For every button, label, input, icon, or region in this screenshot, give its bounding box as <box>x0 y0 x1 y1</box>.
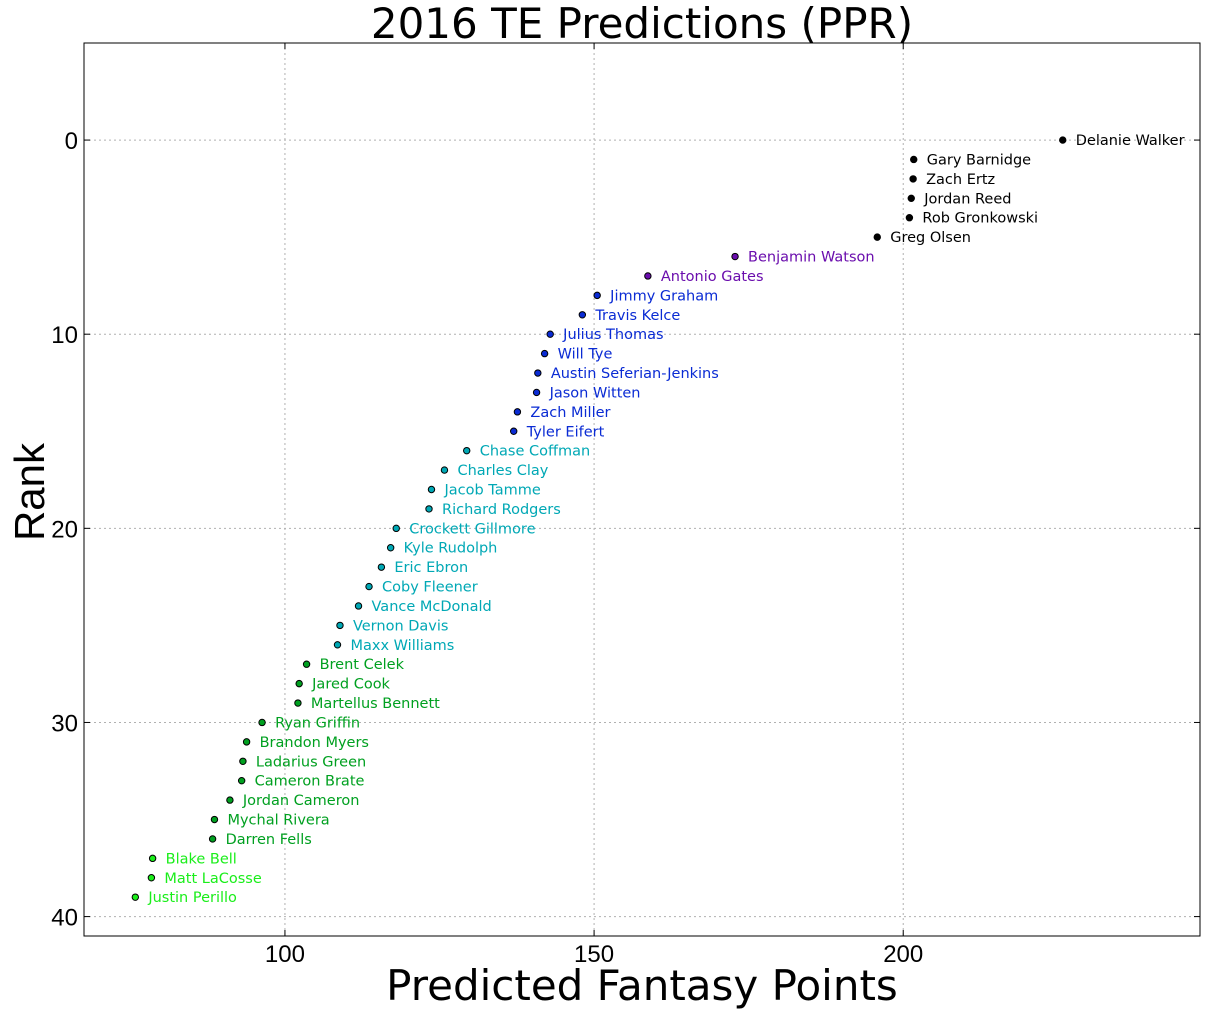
y-tick-label: 10 <box>51 322 78 349</box>
data-point <box>907 194 915 203</box>
point-labels: Delanie Walker Gary Barnidge Zach Ertz Jord… <box>147 133 1184 906</box>
point-label: Maxx Williams <box>350 638 454 654</box>
data-point <box>593 291 601 300</box>
data-point <box>295 679 303 688</box>
point-label: Tyler Eifert <box>526 424 605 440</box>
point-label: Brent Celek <box>320 657 405 673</box>
data-point <box>731 252 739 261</box>
point-label: Ryan Griffin <box>275 715 360 731</box>
point-label: Austin Seferian-Jenkins <box>551 366 719 382</box>
data-point <box>873 233 881 241</box>
point-label: Zach Miller <box>530 405 610 421</box>
point-label: Zach Ertz <box>926 172 995 188</box>
y-tick-label: 30 <box>51 710 78 737</box>
data-point <box>302 660 311 668</box>
data-point <box>239 757 247 765</box>
point-label: Charles Clay <box>457 463 548 479</box>
point-label: Delanie Walker <box>1076 133 1185 149</box>
data-point <box>532 388 541 397</box>
data-point <box>1059 136 1067 144</box>
plot-frame <box>83 42 1201 937</box>
data-point <box>513 408 522 416</box>
point-label: Julius Thomas <box>562 327 663 343</box>
point-label: Mychal Rivera <box>227 813 329 829</box>
data-point <box>578 311 587 319</box>
data-point <box>909 175 917 183</box>
point-label: Eric Ebron <box>394 560 468 576</box>
point-label: Travis Kelce <box>594 308 680 324</box>
point-label: Greg Olsen <box>890 230 971 246</box>
data-point <box>148 854 157 863</box>
point-label: Vernon Davis <box>353 618 449 634</box>
point-label: Martellus Bennett <box>311 696 440 712</box>
x-tick-label: 100 <box>265 941 305 968</box>
point-label: Jordan Reed <box>923 191 1011 207</box>
grid <box>84 43 1200 936</box>
point-label: Brandon Myers <box>260 735 369 751</box>
point-label: Matt LaCosse <box>164 871 261 887</box>
y-axis-label: Rank <box>6 442 53 541</box>
point-label: Rob Gronkowski <box>922 211 1038 227</box>
point-label: Chase Coffman <box>480 444 590 460</box>
data-point <box>131 893 140 901</box>
data-point <box>510 427 518 435</box>
point-label: Ladarius Green <box>256 754 366 770</box>
data-point <box>258 718 266 727</box>
point-label: Blake Bell <box>166 851 237 867</box>
data-point <box>294 699 302 707</box>
data-point <box>336 621 344 630</box>
point-label: Antonio Gates <box>661 269 764 285</box>
axis-ticks: 100 150 200 0 10 20 30 40 <box>51 43 1200 968</box>
point-label: Cameron Brate <box>255 774 365 790</box>
point-label: Darren Fells <box>226 832 312 848</box>
x-axis-label: Predicted Fantasy Points <box>386 961 898 1010</box>
data-point <box>392 524 400 533</box>
point-label: Jordan Cameron <box>242 793 360 809</box>
data-point <box>644 272 652 280</box>
point-label: Jimmy Graham <box>609 288 718 304</box>
point-label: Justin Perillo <box>147 890 237 906</box>
point-label: Gary Barnidge <box>927 152 1031 168</box>
data-point <box>237 776 246 785</box>
point-label: Jared Cook <box>311 677 390 693</box>
data-point <box>365 582 373 591</box>
y-tick-label: 0 <box>65 128 78 155</box>
data-point <box>905 214 914 222</box>
data-point <box>354 602 363 610</box>
data-point <box>333 641 342 649</box>
y-tick-label: 40 <box>51 905 78 932</box>
x-tick-label: 150 <box>574 941 614 968</box>
point-label: Richard Rodgers <box>442 502 561 518</box>
data-point <box>910 155 918 164</box>
data-point <box>386 544 395 552</box>
data-point <box>242 738 251 746</box>
data-point <box>546 330 554 338</box>
data-point <box>147 874 156 882</box>
data-point <box>463 446 471 455</box>
data-point <box>540 349 549 358</box>
point-label: Jason Witten <box>549 385 641 401</box>
point-label: Jacob Tamme <box>443 483 540 499</box>
point-label: Coby Fleener <box>382 580 478 596</box>
data-point <box>427 485 436 494</box>
point-label: Vance McDonald <box>372 599 492 615</box>
data-points <box>131 136 1067 901</box>
chart-title: 2016 TE Predictions (PPR) <box>371 0 913 48</box>
data-point <box>208 835 217 843</box>
x-tick-label: 200 <box>883 941 923 968</box>
point-label: Will Tye <box>558 347 613 363</box>
data-point <box>210 815 219 824</box>
point-label: Crockett Gillmore <box>409 521 535 537</box>
data-point <box>425 505 433 513</box>
data-point <box>440 466 449 474</box>
data-point <box>534 369 542 377</box>
data-point <box>377 563 386 571</box>
point-label: Benjamin Watson <box>748 250 875 266</box>
point-label: Kyle Rudolph <box>404 541 498 557</box>
data-point <box>226 796 234 804</box>
y-tick-label: 20 <box>51 516 78 543</box>
